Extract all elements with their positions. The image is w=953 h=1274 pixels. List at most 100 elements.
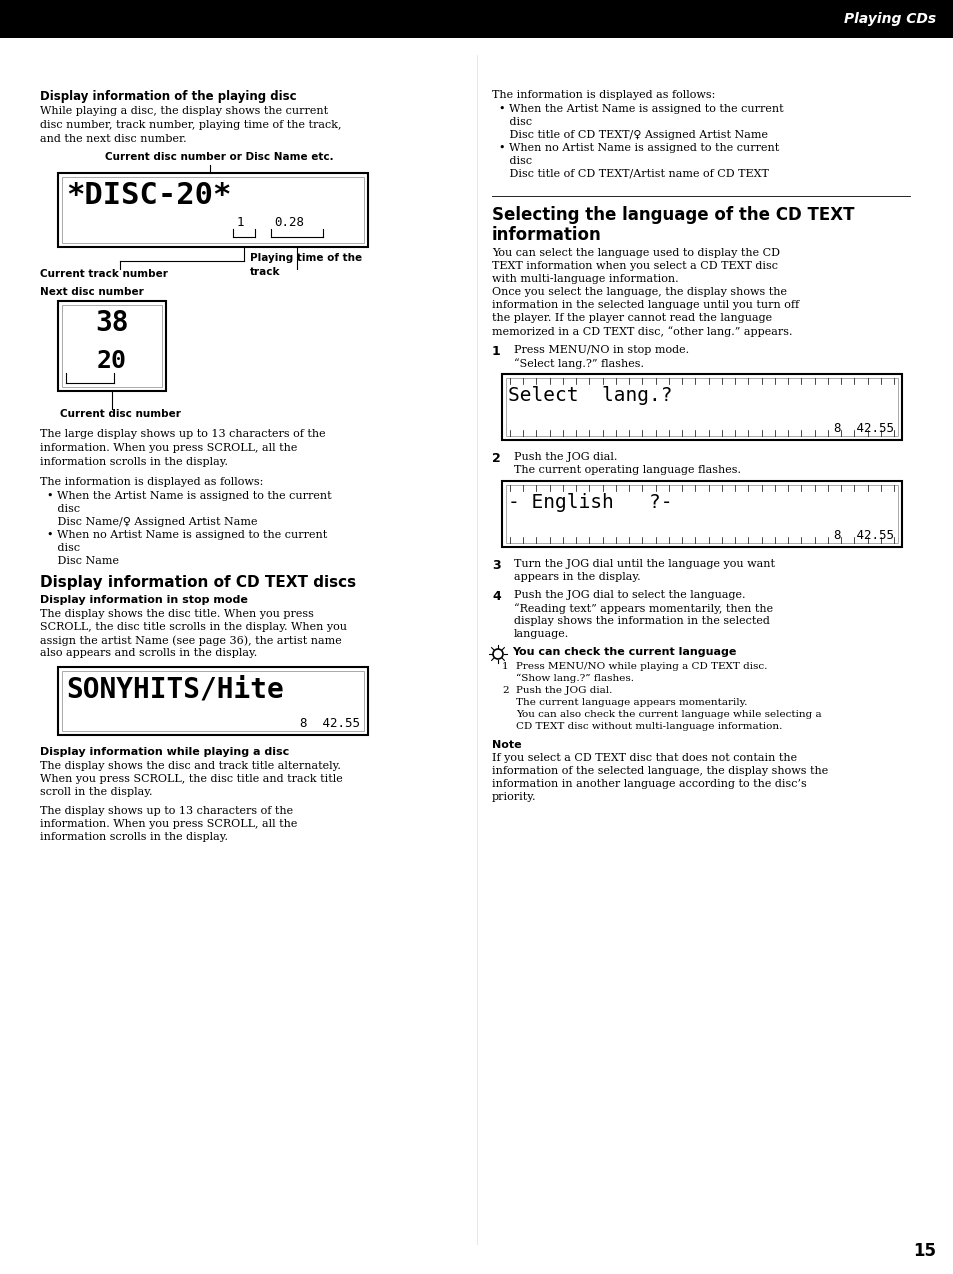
Text: information. When you press SCROLL, all the: information. When you press SCROLL, all …	[40, 819, 297, 829]
Text: information. When you press SCROLL, all the: information. When you press SCROLL, all …	[40, 443, 297, 454]
Text: You can also check the current language while selecting a: You can also check the current language …	[516, 710, 821, 719]
Text: information scrolls in the display.: information scrolls in the display.	[40, 832, 228, 842]
Text: Disc title of CD TEXT/♀ Assigned Artist Name: Disc title of CD TEXT/♀ Assigned Artist …	[492, 130, 767, 140]
Text: disc number, track number, playing time of the track,: disc number, track number, playing time …	[40, 120, 341, 130]
Bar	[501, 375, 901, 440]
Text: information in another language according to the disc’s: information in another language accordin…	[492, 778, 806, 789]
Text: You can check the current language: You can check the current language	[512, 647, 736, 657]
Text: 8  42.55: 8 42.55	[299, 717, 359, 730]
Text: Push the JOG dial.: Push the JOG dial.	[516, 685, 612, 696]
Text: The current operating language flashes.: The current operating language flashes.	[514, 465, 740, 475]
Text: 15: 15	[912, 1242, 935, 1260]
Text: information scrolls in the display.: information scrolls in the display.	[40, 457, 228, 468]
Text: SCROLL, the disc title scrolls in the display. When you: SCROLL, the disc title scrolls in the di…	[40, 622, 347, 632]
Text: with multi-language information.: with multi-language information.	[492, 274, 678, 284]
Text: Next disc number: Next disc number	[40, 287, 144, 297]
Text: display shows the information in the selected: display shows the information in the sel…	[514, 617, 769, 626]
Bar	[505, 378, 897, 436]
Text: You can select the language used to display the CD: You can select the language used to disp…	[492, 248, 780, 259]
Text: 8  42.55: 8 42.55	[833, 529, 893, 541]
Text: information of the selected language, the display shows the: information of the selected language, th…	[492, 766, 827, 776]
Text: priority.: priority.	[492, 792, 536, 803]
Text: • When the Artist Name is assigned to the current: • When the Artist Name is assigned to th…	[40, 490, 332, 501]
Text: disc: disc	[40, 543, 80, 553]
Text: Select  lang.?: Select lang.?	[507, 386, 672, 405]
Bar	[58, 301, 166, 391]
Text: Once you select the language, the display shows the: Once you select the language, the displa…	[492, 287, 786, 297]
Text: Disc title of CD TEXT/Artist name of CD TEXT: Disc title of CD TEXT/Artist name of CD …	[492, 169, 768, 180]
Text: memorized in a CD TEXT disc, “other lang.” appears.: memorized in a CD TEXT disc, “other lang…	[492, 326, 792, 336]
Text: Press MENU/NO in stop mode.: Press MENU/NO in stop mode.	[514, 345, 688, 355]
Text: track: track	[250, 268, 280, 276]
Text: Current track number: Current track number	[40, 269, 168, 279]
Text: The display shows up to 13 characters of the: The display shows up to 13 characters of…	[40, 806, 293, 817]
Text: also appears and scrolls in the display.: also appears and scrolls in the display.	[40, 648, 257, 657]
Text: language.: language.	[514, 629, 569, 640]
Text: 1: 1	[501, 662, 508, 671]
Text: When you press SCROLL, the disc title and track title: When you press SCROLL, the disc title an…	[40, 775, 342, 784]
Text: Current disc number: Current disc number	[60, 409, 181, 419]
Bar	[58, 668, 368, 735]
Text: information in the selected language until you turn off: information in the selected language unt…	[492, 299, 799, 310]
Bar	[58, 173, 368, 247]
Text: CD TEXT disc without multi-language information.: CD TEXT disc without multi-language info…	[516, 722, 781, 731]
Bar	[505, 485, 897, 543]
Text: Push the JOG dial.: Push the JOG dial.	[514, 452, 617, 462]
Text: information: information	[492, 225, 601, 245]
Text: Current disc number or Disc Name etc.: Current disc number or Disc Name etc.	[105, 152, 334, 162]
Text: The display shows the disc and track title alternately.: The display shows the disc and track tit…	[40, 761, 340, 771]
Text: • When no Artist Name is assigned to the current: • When no Artist Name is assigned to the…	[492, 143, 779, 153]
Text: • When the Artist Name is assigned to the current: • When the Artist Name is assigned to th…	[492, 104, 782, 113]
Text: appears in the display.: appears in the display.	[514, 572, 640, 582]
Bar	[501, 482, 901, 547]
Text: Press MENU/NO while playing a CD TEXT disc.: Press MENU/NO while playing a CD TEXT di…	[516, 662, 766, 671]
Text: 4: 4	[492, 590, 500, 603]
Text: Display information of CD TEXT discs: Display information of CD TEXT discs	[40, 575, 355, 590]
Text: If you select a CD TEXT disc that does not contain the: If you select a CD TEXT disc that does n…	[492, 753, 797, 763]
Bar	[62, 177, 364, 243]
Text: Playing CDs: Playing CDs	[843, 11, 935, 25]
Text: 38: 38	[95, 310, 129, 338]
Text: *DISC-20*: *DISC-20*	[66, 181, 232, 210]
Text: the player. If the player cannot read the language: the player. If the player cannot read th…	[492, 313, 771, 324]
Bar	[0, 0, 953, 38]
Text: The current language appears momentarily.: The current language appears momentarily…	[516, 698, 746, 707]
Text: Push the JOG dial to select the language.: Push the JOG dial to select the language…	[514, 590, 744, 600]
Text: The large display shows up to 13 characters of the: The large display shows up to 13 charact…	[40, 429, 325, 440]
Text: Disc Name/♀ Assigned Artist Name: Disc Name/♀ Assigned Artist Name	[40, 517, 257, 527]
Text: 2: 2	[492, 452, 500, 465]
Text: “Reading text” appears momentarily, then the: “Reading text” appears momentarily, then…	[514, 603, 772, 614]
Text: assign the artist Name (see page 36), the artist name: assign the artist Name (see page 36), th…	[40, 634, 341, 646]
Text: “Show lang.?” flashes.: “Show lang.?” flashes.	[516, 674, 634, 683]
Text: “Select lang.?” flashes.: “Select lang.?” flashes.	[514, 358, 643, 368]
Text: Note: Note	[492, 740, 521, 750]
Text: Disc Name: Disc Name	[40, 555, 119, 566]
Text: The information is displayed as follows:: The information is displayed as follows:	[492, 90, 715, 99]
Text: TEXT information when you select a CD TEXT disc: TEXT information when you select a CD TE…	[492, 261, 778, 271]
Bar	[62, 304, 162, 387]
Text: Display information of the playing disc: Display information of the playing disc	[40, 90, 296, 103]
Text: 1: 1	[492, 345, 500, 358]
Text: scroll in the display.: scroll in the display.	[40, 787, 152, 798]
Bar	[62, 671, 364, 731]
Text: While playing a disc, the display shows the current: While playing a disc, the display shows …	[40, 106, 328, 116]
Text: Display information in stop mode: Display information in stop mode	[40, 595, 248, 605]
Text: 20: 20	[97, 349, 127, 373]
Text: The display shows the disc title. When you press: The display shows the disc title. When y…	[40, 609, 314, 619]
Text: Turn the JOG dial until the language you want: Turn the JOG dial until the language you…	[514, 559, 774, 569]
Text: disc: disc	[492, 117, 532, 127]
Text: Playing time of the: Playing time of the	[250, 254, 362, 262]
Text: disc: disc	[492, 155, 532, 166]
Text: SONYHITS/Hite: SONYHITS/Hite	[66, 675, 283, 703]
Text: 8  42.55: 8 42.55	[833, 422, 893, 434]
Text: 1: 1	[236, 217, 244, 229]
Text: • When no Artist Name is assigned to the current: • When no Artist Name is assigned to the…	[40, 530, 327, 540]
Text: Selecting the language of the CD TEXT: Selecting the language of the CD TEXT	[492, 206, 854, 224]
Text: 0.28: 0.28	[274, 217, 304, 229]
Text: Display information while playing a disc: Display information while playing a disc	[40, 747, 289, 757]
Text: disc: disc	[40, 505, 80, 513]
Text: and the next disc number.: and the next disc number.	[40, 134, 187, 144]
Text: - English   ?-: - English ?-	[507, 493, 672, 512]
Text: 3: 3	[492, 559, 500, 572]
Text: The information is displayed as follows:: The information is displayed as follows:	[40, 476, 263, 487]
